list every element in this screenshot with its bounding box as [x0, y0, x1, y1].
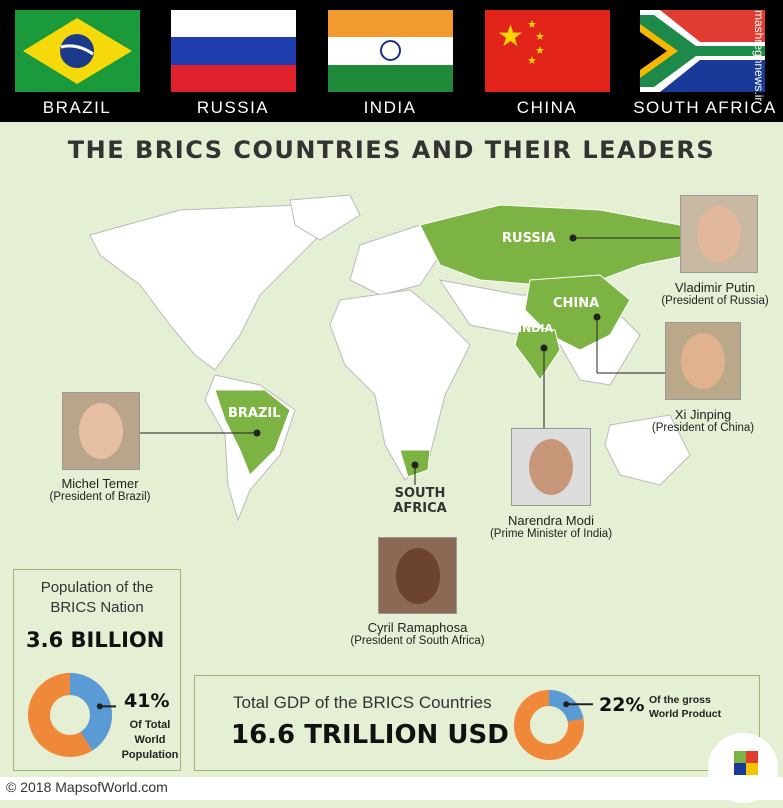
xi-photo [665, 322, 741, 400]
donut-pointer-dot [563, 701, 570, 708]
flag-label-india: INDIA [363, 98, 417, 117]
australia [604, 414, 691, 486]
donut-brics-segment [514, 690, 584, 760]
leader-role: (President of Russia) [661, 295, 769, 307]
india-flag [328, 10, 453, 92]
world-map: RUSSIA CHINA INDIA BRAZIL SOUTH AFRICA [89, 194, 691, 522]
flags-header: ★ ★ ★ ★ ★ BRAZIL RUSSIA INDIA CHINA SOUTH AF… [0, 0, 783, 122]
russia-shape [419, 204, 691, 286]
gdp-heading: Total GDP of the BRICS Countries [233, 693, 492, 712]
flag-label-russia: RUSSIA [196, 98, 270, 117]
population-donut [28, 673, 116, 757]
map-label-brazil: BRAZIL [228, 406, 281, 421]
donut-pointer-dot [96, 703, 103, 710]
temer-photo [62, 392, 140, 470]
putin-photo [680, 195, 758, 273]
leader-name: Narendra Modi [508, 513, 594, 528]
population-note-3: Population [121, 749, 179, 761]
leader-role: (Prime Minister of India) [489, 528, 613, 540]
flag-label-south-africa: SOUTH AFRICA [633, 98, 777, 117]
population-value: 3.6 BILLION [26, 628, 165, 652]
gdp-percent: 22% [599, 694, 645, 716]
north-america [89, 204, 331, 371]
svg-text:★: ★ [497, 20, 524, 53]
map-label-china: CHINA [553, 296, 599, 311]
svg-text:★: ★ [535, 45, 545, 57]
watermark: mashreghnews.ir [752, 10, 766, 102]
leader-temer: Michel Temer (President of Brazil) [30, 476, 170, 503]
population-note: Of Total [129, 719, 171, 731]
svg-text:★: ★ [527, 55, 537, 67]
leader-name: Michel Temer [61, 476, 139, 491]
china-flag: ★ ★ ★ ★ ★ [485, 10, 610, 92]
leader-name: Xi Jinping [674, 407, 732, 422]
leader-putin: Vladimir Putin (President of Russia) [650, 280, 780, 307]
population-panel: Population of the BRICS Nation 3.6 BILLIO… [13, 569, 181, 771]
map-label-south-africa-line2: AFRICA [393, 501, 446, 516]
leader-ramaphosa: Cyril Ramaphosa (President of South Afric… [335, 620, 500, 647]
leader-role: (President of Brazil) [49, 491, 151, 503]
leader-name: Vladimir Putin [674, 280, 756, 295]
flag-label-brazil: BRAZIL [42, 98, 112, 117]
gdp-donut [514, 690, 593, 760]
flag-label-china: CHINA [516, 98, 578, 117]
greenland [289, 194, 361, 241]
gdp-panel: Total GDP of the BRICS Countries 16.6 TR… [194, 675, 760, 771]
map-label-south-africa-line1: SOUTH [395, 486, 446, 501]
svg-text:★: ★ [535, 31, 545, 43]
map-label-russia: RUSSIA [502, 231, 556, 246]
brazil-flag [15, 10, 140, 92]
footer-copyright: © 2018 MapsofWorld.com [0, 777, 783, 800]
leader-name: Cyril Ramaphosa [367, 620, 468, 635]
population-heading: Population of the [40, 579, 154, 596]
gdp-note: Of the gross [649, 694, 711, 706]
ramaphosa-photo [378, 537, 457, 614]
leader-modi: Narendra Modi (Prime Minister of India) [476, 513, 626, 540]
donut-brics-segment [28, 673, 112, 757]
leader-xi: Xi Jinping (President of China) [638, 407, 768, 434]
south-africa-flag [640, 10, 765, 92]
page-title: THE BRICS COUNTRIES AND THEIR LEADERS [67, 136, 716, 164]
india-shape [514, 324, 561, 381]
russia-flag [171, 10, 296, 92]
population-note-2: World [134, 734, 166, 746]
population-percent: 41% [124, 690, 170, 712]
map-label-india: INDIA [518, 322, 554, 335]
svg-text:★: ★ [527, 19, 537, 31]
modi-photo [511, 428, 591, 506]
gdp-value: 16.6 TRILLION USD [231, 720, 509, 750]
gdp-note-2: World Product [649, 708, 722, 720]
population-heading-2: BRICS Nation [50, 599, 144, 616]
leader-role: (President of China) [651, 422, 755, 434]
leader-role: (President of South Africa) [350, 635, 485, 647]
